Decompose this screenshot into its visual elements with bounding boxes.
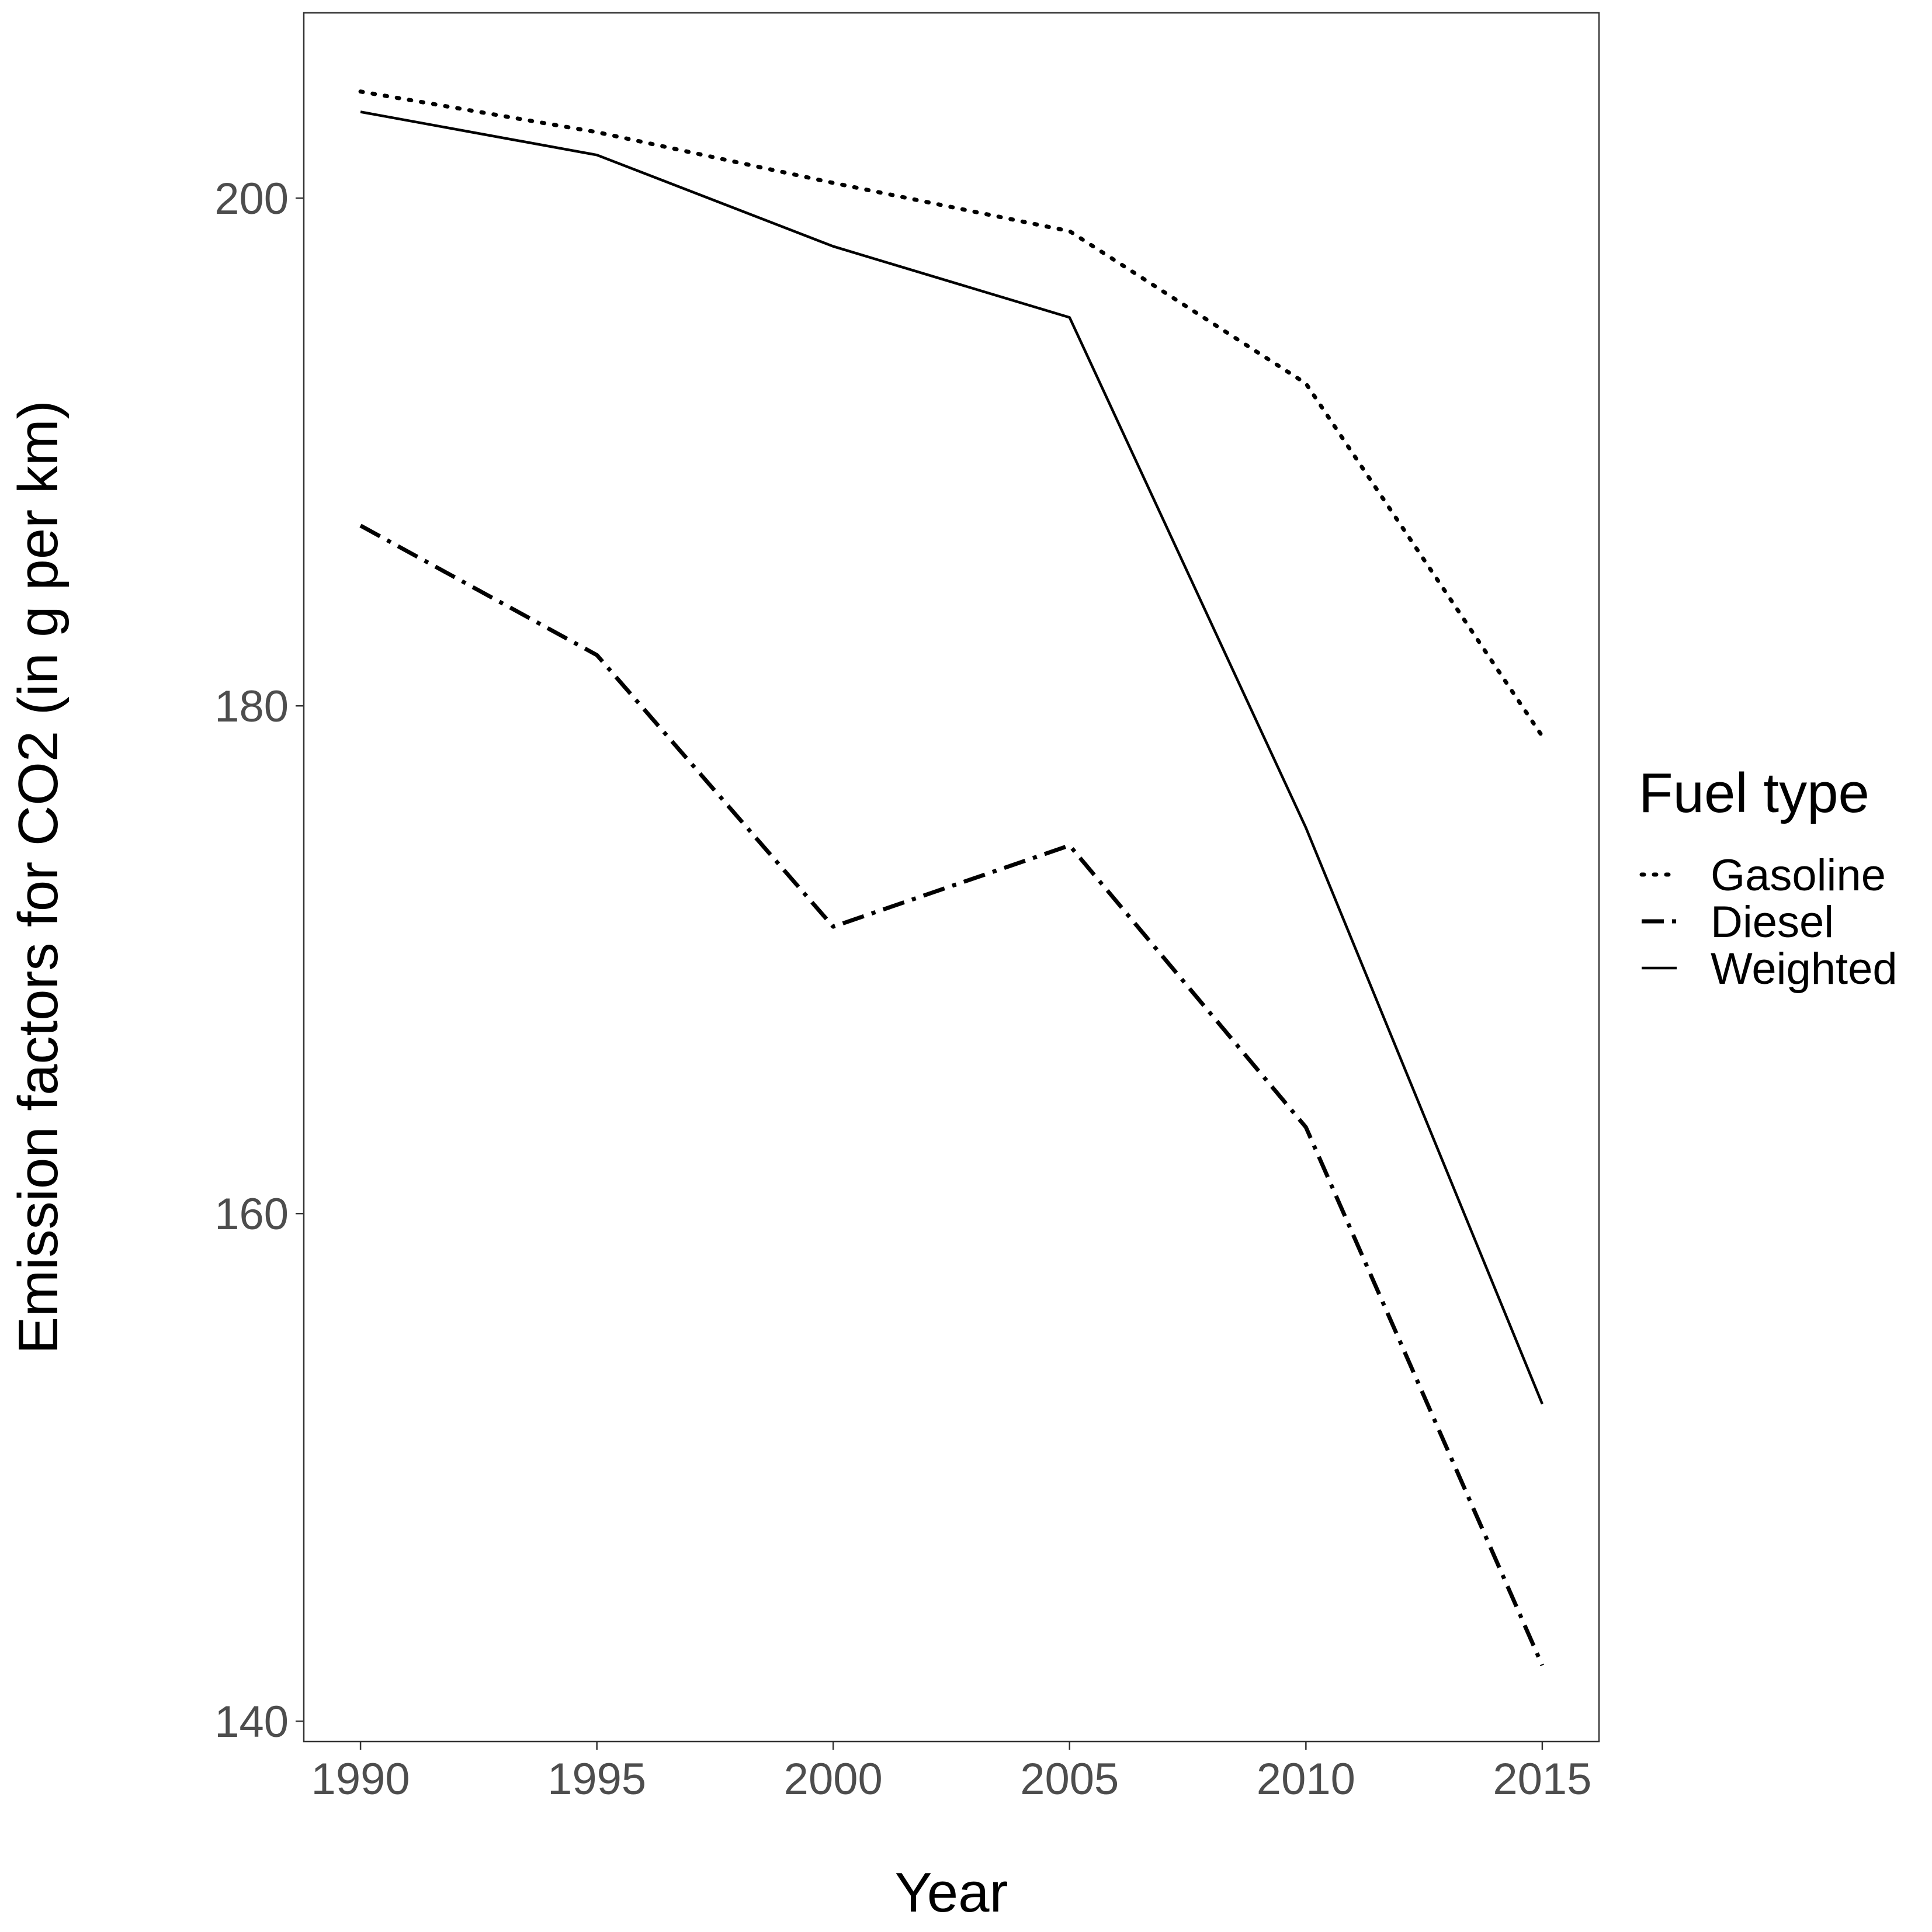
y-tick-label: 200 bbox=[214, 174, 289, 224]
x-axis-title: Year bbox=[895, 1861, 1008, 1924]
x-tick-label: 2010 bbox=[1257, 1754, 1355, 1804]
y-tick-label: 140 bbox=[214, 1697, 289, 1747]
x-tick-label: 2000 bbox=[784, 1754, 883, 1804]
series-line-weighted bbox=[360, 110, 1543, 1404]
series-line-gasoline bbox=[358, 89, 1545, 738]
x-tick-label: 1990 bbox=[311, 1754, 410, 1804]
legend-title: Fuel type bbox=[1639, 762, 1869, 824]
series-layer bbox=[358, 89, 1545, 1667]
plot-panel-border bbox=[303, 12, 1600, 1743]
legend-label-diesel: Diesel bbox=[1711, 897, 1834, 947]
x-tick-label: 2015 bbox=[1493, 1754, 1591, 1804]
x-tick-label: 2005 bbox=[1020, 1754, 1119, 1804]
y-axis: 140 160 180 200 bbox=[214, 174, 304, 1747]
x-tick-label: 1995 bbox=[547, 1754, 646, 1804]
y-tick-label: 180 bbox=[214, 682, 289, 731]
series-line-diesel bbox=[359, 523, 1545, 1667]
y-tick-label: 160 bbox=[214, 1189, 289, 1239]
x-axis: 1990 1995 2000 2005 2010 2015 bbox=[311, 1742, 1591, 1804]
legend-label-gasoline: Gasoline bbox=[1711, 851, 1886, 900]
y-axis-title: Emission factors for CO2 (in g per km) bbox=[7, 400, 70, 1354]
legend-label-weighted: Weighted bbox=[1711, 944, 1898, 994]
